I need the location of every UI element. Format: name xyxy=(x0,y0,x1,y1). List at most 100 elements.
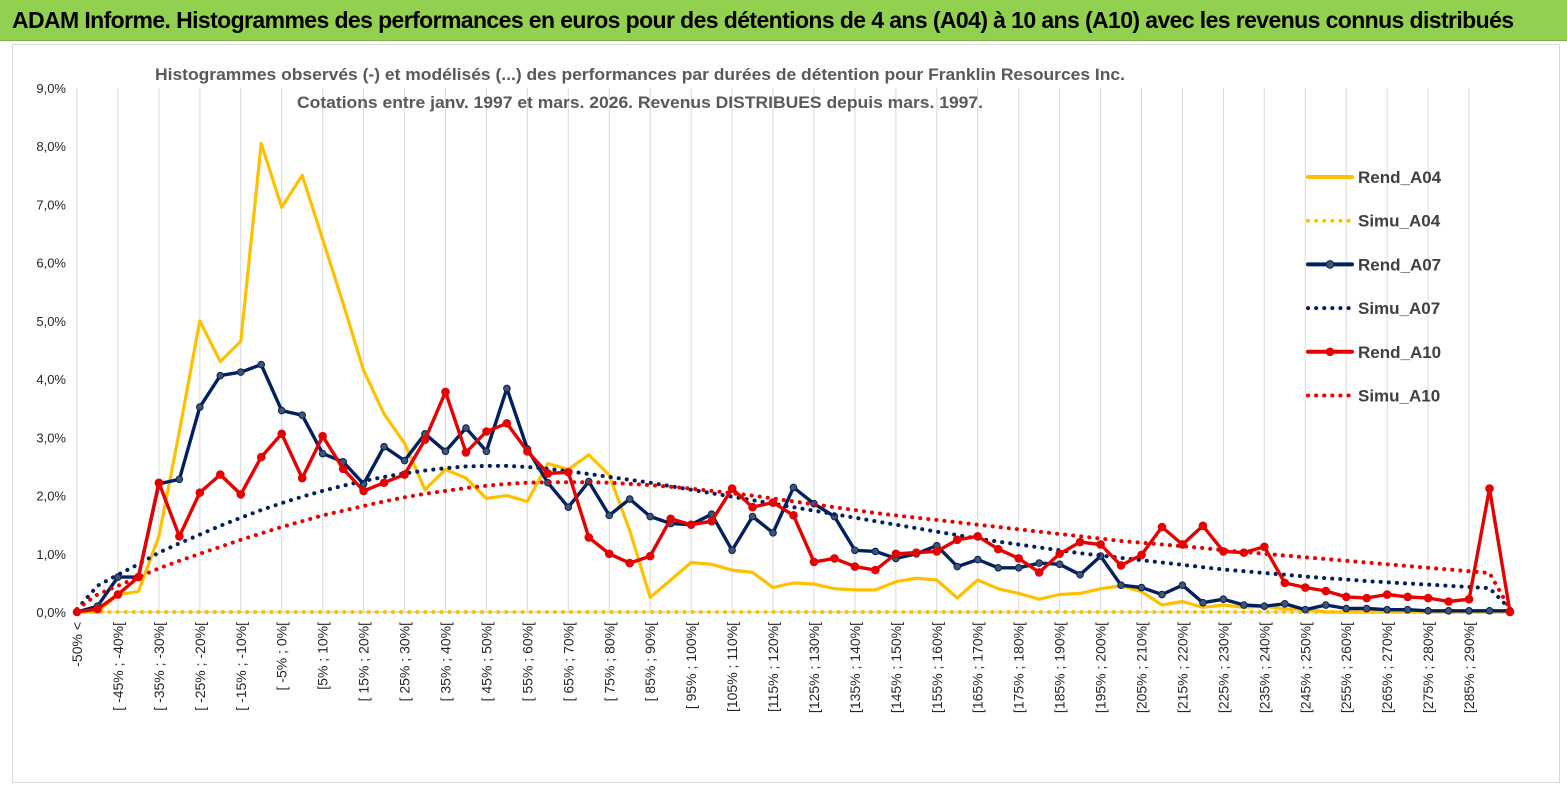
point-rend-a10 xyxy=(748,502,757,512)
point-rend-a07 xyxy=(1281,600,1289,608)
point-rend-a07 xyxy=(789,483,798,492)
point-rend-a10 xyxy=(912,548,921,557)
point-rend-a10 xyxy=(1116,561,1126,570)
x-tick-label: [215% ; 220%[ xyxy=(1174,622,1190,713)
x-tick-label: [125% ; 130%[ xyxy=(806,622,822,713)
x-tick-label: [265% ; 270%[ xyxy=(1379,622,1395,713)
point-rend-a07 xyxy=(1219,595,1228,603)
point-rend-a07 xyxy=(236,368,245,376)
y-tick-label: 8,0% xyxy=(36,139,66,154)
point-rend-a10 xyxy=(707,516,716,526)
point-rend-a07 xyxy=(482,447,491,456)
x-tick-label: [ 15% ; 20%[ xyxy=(356,622,372,701)
point-rend-a10 xyxy=(1423,593,1433,603)
point-rend-a10 xyxy=(1362,593,1371,603)
point-rend-a07 xyxy=(625,495,634,503)
y-tick-label: 3,0% xyxy=(36,430,66,445)
x-tick-label: [ -45% ; -40%[ xyxy=(110,622,126,711)
report-title: ADAM Informe. Histogrammes des performan… xyxy=(12,7,1514,33)
point-rend-a07 xyxy=(646,512,655,521)
point-rend-a10 xyxy=(850,562,860,571)
x-tick-label: [ 95% ; 100%[ xyxy=(683,622,699,709)
point-rend-a10 xyxy=(1444,597,1453,606)
point-rend-a07 xyxy=(441,447,450,456)
point-rend-a07 xyxy=(769,529,777,537)
point-rend-a10 xyxy=(359,486,368,496)
report-banner: ADAM Informe. Histogrammes des performan… xyxy=(0,0,1567,41)
point-rend-a07 xyxy=(1424,607,1432,615)
x-tick-label: [ 35% ; 40%[ xyxy=(437,622,453,701)
point-rend-a07 xyxy=(1076,570,1084,579)
chart-title-line1: Histogrammes observés (-) et modélisés (… xyxy=(155,65,1125,84)
x-tick-label: [ 85% ; 90%[ xyxy=(642,622,658,701)
y-tick-label: 6,0% xyxy=(36,256,66,271)
point-rend-a07 xyxy=(1301,605,1310,614)
point-rend-a07 xyxy=(1342,604,1351,613)
x-tick-label: [ -5% ; 0%[ xyxy=(274,622,290,691)
point-rend-a07 xyxy=(728,546,736,555)
x-tick-label: -50% < xyxy=(69,622,85,667)
x-axis: -50% < [ -45% ; -40%[[ -35% ; -30%[[ -25%… xyxy=(69,611,1510,713)
y-tick-label: 5,0% xyxy=(36,314,66,329)
point-rend-a10 xyxy=(1403,592,1412,602)
point-rend-a10 xyxy=(686,520,696,529)
x-tick-label: [ 55% ; 60%[ xyxy=(519,622,535,701)
point-rend-a10 xyxy=(1300,583,1310,592)
point-rend-a07 xyxy=(175,475,184,484)
x-tick-label: [ -25% ; -20%[ xyxy=(192,622,208,711)
point-rend-a10 xyxy=(830,554,839,563)
point-rend-a10 xyxy=(584,533,594,542)
x-tick-label: [165% ; 170%[ xyxy=(970,622,986,713)
point-rend-a10 xyxy=(379,478,389,488)
point-rend-a07 xyxy=(298,411,306,420)
point-rend-a10 xyxy=(1485,484,1494,493)
legend-label-rend-a07: Rend_A07 xyxy=(1358,255,1441,274)
point-rend-a10 xyxy=(1198,521,1208,531)
series-simu-a10 xyxy=(75,480,1512,612)
point-rend-a10 xyxy=(482,427,491,436)
legend-label-rend-a04: Rend_A04 xyxy=(1358,168,1442,187)
x-tick-label: [225% ; 230%[ xyxy=(1215,622,1231,713)
y-tick-label: 4,0% xyxy=(36,372,66,387)
point-rend-a10 xyxy=(1014,554,1023,563)
point-rend-a07 xyxy=(1014,563,1023,572)
point-rend-a07 xyxy=(196,403,204,411)
point-rend-a07 xyxy=(257,360,266,369)
point-rend-a10 xyxy=(604,549,614,559)
x-tick-label: [255% ; 260%[ xyxy=(1338,622,1354,713)
point-rend-a10 xyxy=(952,535,962,545)
point-rend-a10 xyxy=(236,490,246,499)
point-rend-a07 xyxy=(1158,590,1166,599)
point-rend-a10 xyxy=(666,514,675,524)
point-rend-a10 xyxy=(1321,586,1331,596)
point-rend-a10 xyxy=(564,467,573,477)
x-tick-label: [285% ; 290%[ xyxy=(1461,622,1477,713)
x-tick-label: [ -15% ; -10%[ xyxy=(233,622,249,711)
point-rend-a10 xyxy=(871,565,880,575)
point-rend-a10 xyxy=(113,590,123,599)
point-rend-a07 xyxy=(564,503,573,512)
point-rend-a07 xyxy=(277,406,286,415)
point-rend-a07 xyxy=(318,449,327,458)
point-rend-a10 xyxy=(727,484,737,493)
point-rend-a10 xyxy=(932,547,942,556)
point-rend-a10 xyxy=(297,473,307,483)
point-rend-a10 xyxy=(1260,542,1269,552)
x-tick-label: [ 75% ; 80%[ xyxy=(601,622,617,701)
point-rend-a07 xyxy=(1465,607,1473,615)
point-rend-a07 xyxy=(973,555,982,564)
series-rend-a04 xyxy=(75,141,1512,614)
point-rend-a07 xyxy=(400,456,409,465)
point-rend-a07 xyxy=(1137,583,1146,592)
legend-marker xyxy=(1325,347,1335,357)
point-rend-a10 xyxy=(1505,607,1515,617)
x-tick-label: [235% ; 240%[ xyxy=(1256,622,1272,713)
y-tick-label: 1,0% xyxy=(36,547,66,562)
point-rend-a07 xyxy=(871,547,880,556)
x-tick-label: [245% ; 250%[ xyxy=(1297,622,1313,713)
point-rend-a10 xyxy=(543,469,553,478)
legend-marker xyxy=(1325,260,1335,269)
y-axis: 0,0% 1,0% 2,0% 3,0% 4,0% 5,0% 6,0% 7,0% 8,0% 9,0% xyxy=(36,81,66,620)
y-tick-label: 7,0% xyxy=(36,197,66,212)
x-tick-label: [ 45% ; 50%[ xyxy=(478,622,494,701)
